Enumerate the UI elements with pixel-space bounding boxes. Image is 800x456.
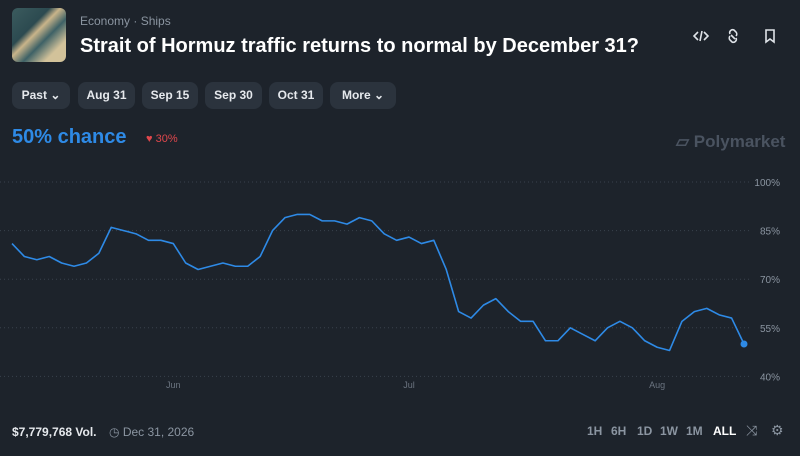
header-icons: [692, 28, 775, 44]
embed-icon[interactable]: [692, 30, 710, 42]
breadcrumb: Economy · Ships: [80, 14, 171, 28]
price-line: [11, 213, 745, 352]
thumbnail: [12, 8, 66, 62]
link-icon[interactable]: [728, 28, 738, 44]
y-tick-label: 70%: [760, 275, 780, 286]
chance: 50% chance: [12, 126, 127, 148]
y-tick-label: 55%: [760, 324, 780, 335]
range-button[interactable]: 1M: [686, 424, 703, 438]
category[interactable]: Economy: [80, 14, 131, 28]
filter-button[interactable]: Sep 30: [205, 82, 262, 109]
chart: 100% 85% 70% 55% 40% Jun Jul Aug: [0, 178, 780, 390]
y-tick-label: 85%: [760, 227, 780, 238]
range-button[interactable]: 1H: [587, 424, 603, 438]
range-button[interactable]: 6H: [611, 424, 627, 438]
bookmark-icon[interactable]: [765, 29, 775, 44]
filter-button[interactable]: Aug 31: [78, 82, 135, 109]
x-tick-label: Jun: [166, 380, 181, 390]
volume: $7,779,768 Vol.: [12, 425, 97, 439]
category[interactable]: Ships: [140, 14, 171, 28]
range-button[interactable]: ALL: [713, 424, 737, 438]
y-tick-label: 100%: [754, 178, 780, 189]
change: ♥ 30%: [146, 133, 178, 145]
settings-icon[interactable]: ⚙: [771, 422, 784, 438]
range-button[interactable]: 1W: [660, 424, 678, 438]
filter-button[interactable]: Sep 15: [142, 82, 198, 109]
x-tick-label: Jul: [403, 380, 415, 390]
filter-button[interactable]: More ⌄: [330, 82, 396, 109]
market-title: Strait of Hormuz traffic returns to norm…: [80, 35, 640, 57]
brand: ▱ Polymarket: [676, 132, 786, 151]
y-tick-label: 40%: [760, 372, 780, 383]
last-point: [740, 340, 748, 348]
filter-button[interactable]: Past ⌄: [12, 82, 70, 109]
x-tick-label: Aug: [649, 380, 665, 390]
filter-button[interactable]: Oct 31: [269, 82, 323, 109]
range-button[interactable]: 1D: [637, 424, 653, 438]
change-value: 30%: [155, 133, 178, 145]
shuffle-icon[interactable]: ⤨: [746, 422, 758, 438]
end-date: ◷ Dec 31, 2026: [109, 425, 195, 439]
